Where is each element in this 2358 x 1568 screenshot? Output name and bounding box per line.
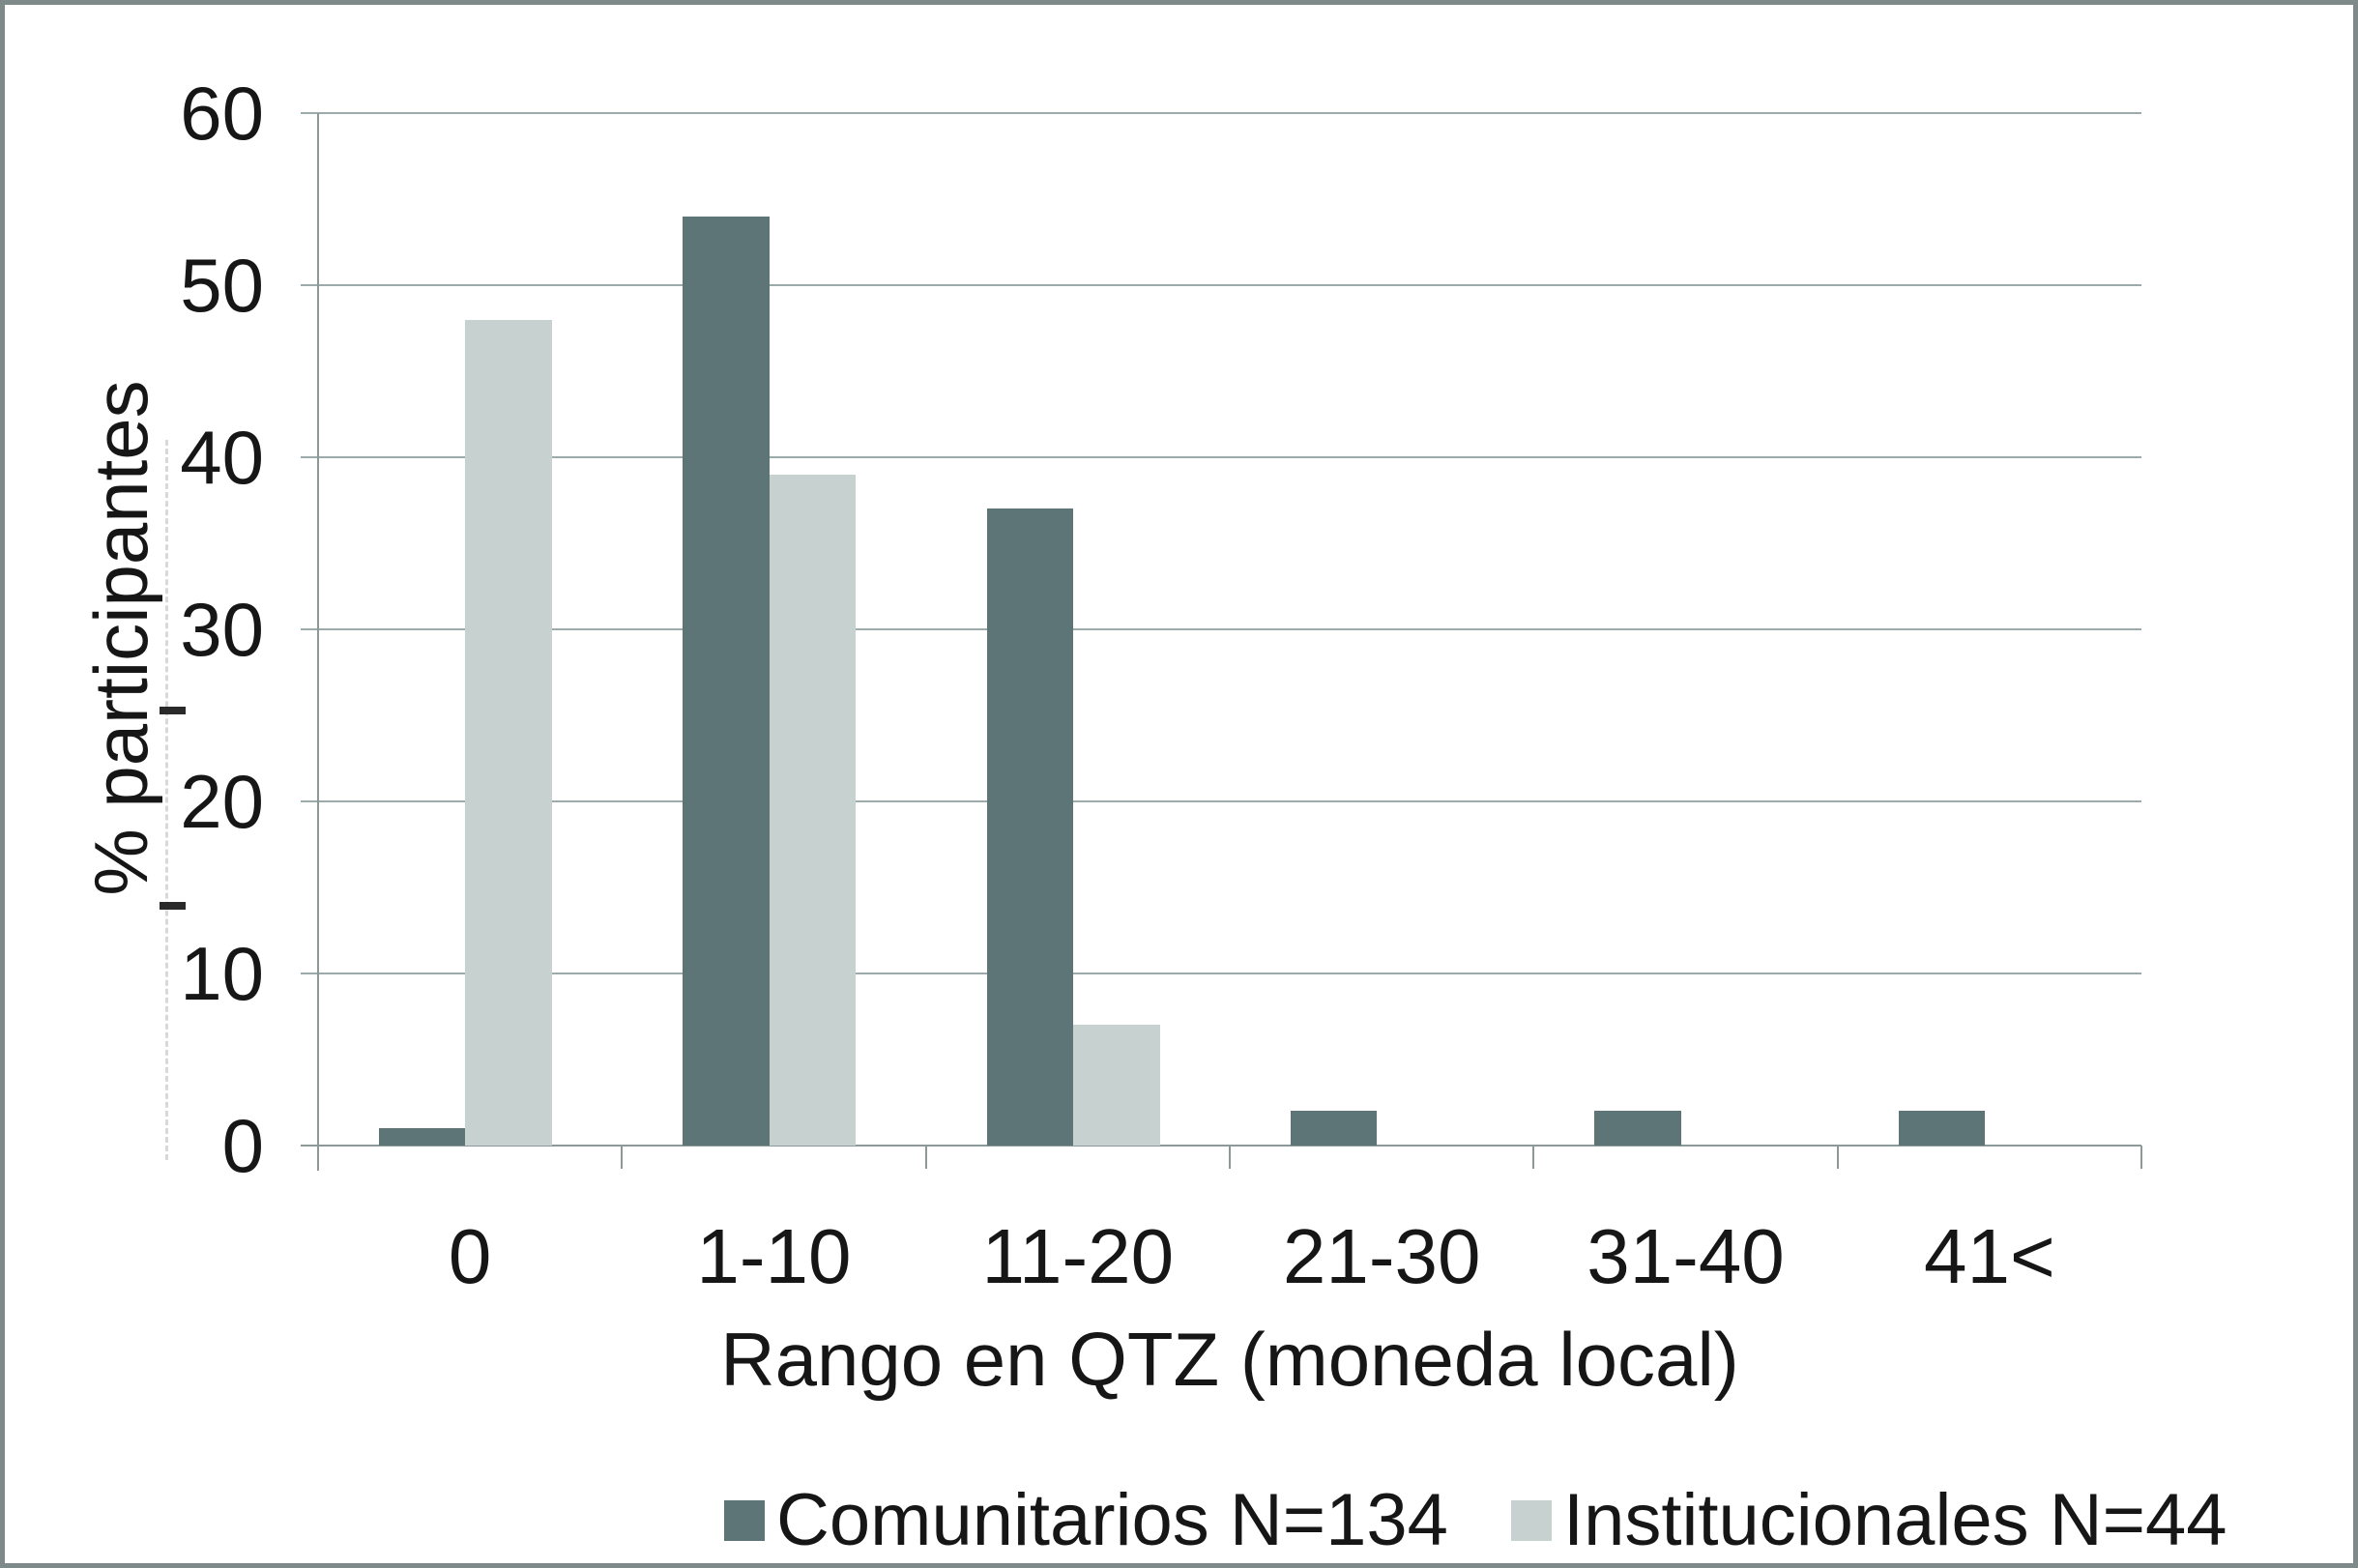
y-tick-label-20: 20 — [180, 759, 264, 844]
gridline-y-40 — [301, 456, 2141, 458]
x-axis-tick — [1229, 1146, 1231, 1169]
x-axis-line — [301, 1145, 2141, 1147]
y-tick-label-40: 40 — [180, 415, 264, 500]
x-axis-tick — [1836, 1146, 1839, 1169]
x-tick-label-11-20: 11-20 — [981, 1213, 1175, 1299]
bar-comunitarios-41< — [1898, 1111, 1986, 1146]
gridline-y-50 — [301, 284, 2141, 286]
scan-artifact-dash — [160, 707, 186, 714]
legend-item-institucionales: Institucionales N=44 — [1511, 1482, 2227, 1559]
gridline-y-30 — [301, 628, 2141, 630]
x-axis-tick — [924, 1146, 927, 1169]
gridline-y-60 — [301, 112, 2141, 114]
y-tick-label-0: 0 — [221, 1103, 264, 1188]
legend-swatch-institucionales — [1511, 1500, 1552, 1541]
y-tick-label-10: 10 — [180, 931, 264, 1016]
legend-label-comunitarios: Comunitarios N=134 — [776, 1479, 1448, 1561]
bar-comunitarios-11-20 — [986, 508, 1074, 1146]
x-tick-label-21-30: 21-30 — [1282, 1213, 1481, 1299]
bar-comunitarios-21-30 — [1290, 1111, 1378, 1146]
y-tick-label-30: 30 — [180, 587, 264, 672]
legend-label-institucionales: Institucionales N=44 — [1563, 1479, 2227, 1561]
bar-institucionales-0 — [465, 319, 553, 1146]
bar-comunitarios-31-40 — [1594, 1111, 1681, 1146]
x-axis-tick — [621, 1146, 624, 1169]
bar-institucionales-1-10 — [769, 474, 857, 1146]
y-tick-label-60: 60 — [180, 71, 264, 156]
gridline-y-10 — [301, 973, 2141, 974]
x-tick-label-0: 0 — [448, 1213, 492, 1299]
scan-artifact-dash — [160, 902, 186, 910]
x-tick-label-41<: 41< — [1923, 1213, 2055, 1299]
y-axis-line — [317, 113, 319, 1171]
x-axis-tick — [317, 1146, 319, 1169]
x-tick-label-31-40: 31-40 — [1587, 1213, 1785, 1299]
legend-item-comunitarios: Comunitarios N=134 — [724, 1482, 1448, 1559]
bar-institucionales-11-20 — [1073, 1025, 1160, 1146]
x-axis-tick — [2140, 1146, 2142, 1169]
x-tick-label-1-10: 1-10 — [696, 1213, 852, 1299]
bar-comunitarios-1-10 — [683, 216, 770, 1146]
y-tick-label-50: 50 — [180, 243, 264, 328]
gridline-y-20 — [301, 800, 2141, 802]
x-axis-tick — [1532, 1146, 1535, 1169]
legend-swatch-comunitarios — [724, 1500, 765, 1541]
x-axis-title: Rango en QTZ (moneda local) — [720, 1317, 1739, 1402]
scan-artifact-dotted-line — [165, 440, 168, 1160]
bar-comunitarios-0 — [378, 1128, 466, 1146]
